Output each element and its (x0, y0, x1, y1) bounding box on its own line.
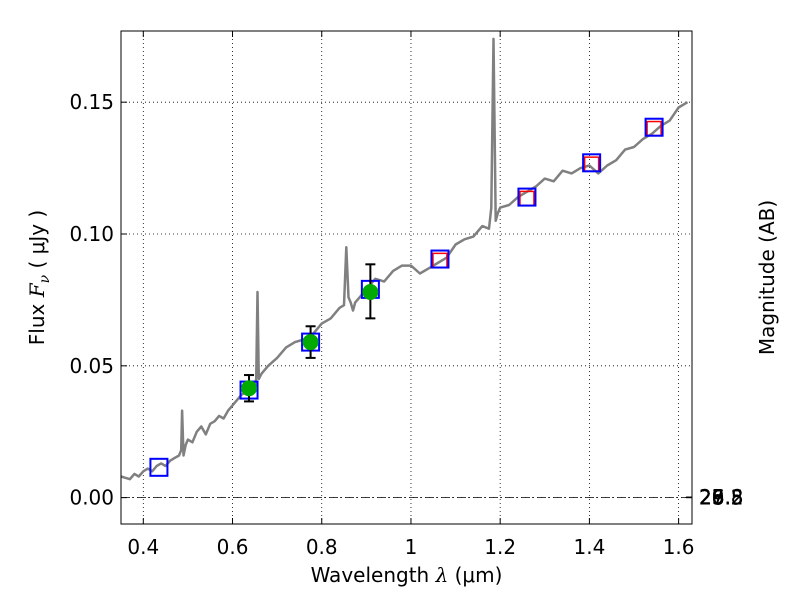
x-tick-label: 1.2 (484, 535, 516, 559)
model-photometry-marker (517, 187, 537, 207)
plot-frame (120, 30, 693, 525)
x-tick-label: 1.4 (573, 535, 605, 559)
y-tick-label: 0.10 (69, 222, 114, 246)
axis-ticks: 0.4 0.6 0.8 1 1.2 1.4 1.6 0.00 0.05 0.10 0.15 25.82… (69, 31, 744, 559)
y2-tick-label: 26.2 (699, 485, 744, 509)
x-axis-title-unit: (μm) (448, 563, 502, 587)
grid-lines (121, 31, 692, 524)
y-axis-title-symbol: F (25, 282, 49, 298)
y2-tick-label: 26.5 (699, 485, 744, 509)
model-photometry-marker (644, 117, 664, 137)
x-tick-label: 0.4 (127, 535, 159, 559)
x-axis-title-prefix: Wavelength (311, 563, 436, 587)
y-tick-label: 0.05 (69, 354, 114, 378)
y2-tick-label: 29 (699, 486, 724, 510)
x-tick-label: 0.6 (217, 535, 249, 559)
y-axis-title-unit: ( μJy ) (25, 210, 49, 275)
y-tick-label: 0.00 (69, 486, 114, 510)
observed-point (362, 284, 379, 300)
y-tick-label: 0.15 (69, 90, 114, 114)
y2-axis-title: Magnitude (AB) (755, 200, 779, 355)
model-photometry-marker (430, 249, 450, 269)
y2-tick-label: 27.5 (699, 486, 744, 510)
y2-tick-label: 28 (699, 486, 724, 510)
photometry-marks (149, 117, 664, 477)
x-tick-label: 1.6 (663, 535, 695, 559)
x-tick-label: 0.8 (306, 535, 338, 559)
y2-tick-label: 26 (699, 485, 724, 509)
y-axis-title-subscript: ν (37, 274, 53, 283)
observed-point (302, 334, 319, 351)
x-axis-title-symbol: λ (435, 563, 449, 587)
spectrum-line (120, 37, 689, 481)
model-photometry-marker (149, 457, 169, 477)
y2-tick-label: 27 (699, 485, 724, 509)
observed-point (241, 380, 258, 397)
x-tick-label: 1 (405, 535, 418, 559)
y-axis-title-prefix: Flux (25, 297, 49, 345)
y-axis-title: Flux Fν ( μJy ) (25, 210, 53, 345)
model-photometry-marker (582, 153, 602, 173)
y2-tick-label: 25.8 (699, 485, 744, 509)
x-axis-title: Wavelength λ (μm) (311, 563, 503, 587)
